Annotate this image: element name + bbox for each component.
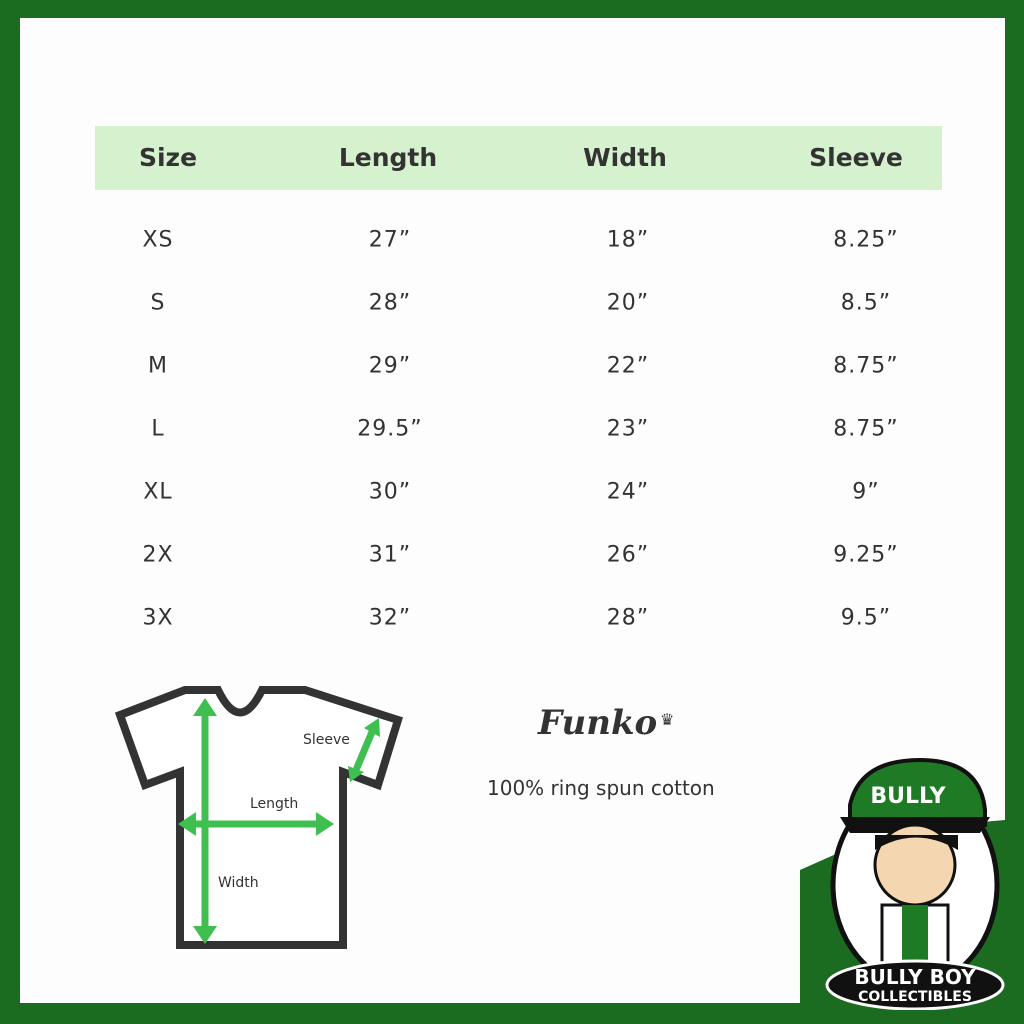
cell-sleeve: 9” — [852, 479, 880, 505]
crown-icon: ♛ — [660, 710, 675, 729]
cell-width: 18” — [606, 227, 650, 253]
cell-sleeve: 9.5” — [840, 605, 892, 631]
cell-size: 2X — [142, 542, 174, 568]
sleeve-label: Sleeve — [303, 732, 350, 748]
svg-text:BULLY BOY: BULLY BOY — [854, 965, 976, 989]
bully-boy-logo: BULLY BULLY BOY COLLECTIBLES — [825, 757, 1005, 1010]
cell-width: 24” — [606, 479, 650, 505]
cell-size: L — [151, 416, 165, 442]
header-sleeve: Sleeve — [809, 143, 903, 172]
cell-size: 3X — [142, 605, 174, 631]
cell-sleeve: 8.25” — [833, 227, 899, 253]
cell-width: 28” — [606, 605, 650, 631]
svg-text:COLLECTIBLES: COLLECTIBLES — [858, 989, 972, 1005]
cell-size: XS — [142, 227, 174, 253]
cell-length: 29” — [368, 353, 412, 379]
length-label: Length — [250, 796, 298, 812]
width-label: Width — [218, 875, 259, 891]
tshirt-diagram: Sleeve Length Width — [114, 686, 403, 949]
cell-size: XL — [143, 479, 173, 505]
table-header — [95, 126, 942, 190]
cell-size: M — [148, 353, 168, 379]
cell-sleeve: 8.75” — [833, 353, 899, 379]
cell-length: 32” — [368, 605, 412, 631]
cell-sleeve: 8.5” — [840, 290, 892, 316]
cell-sleeve: 8.75” — [833, 416, 899, 442]
header-size: Size — [138, 143, 198, 172]
cell-sleeve: 9.25” — [833, 542, 899, 568]
cell-size: S — [150, 290, 166, 316]
cell-width: 20” — [606, 290, 650, 316]
header-length: Length — [338, 143, 438, 172]
cell-width: 23” — [606, 416, 650, 442]
svg-text:BULLY: BULLY — [870, 784, 946, 809]
funko-logo: Funko — [538, 703, 658, 743]
cell-length: 29.5” — [357, 416, 423, 442]
cell-length: 28” — [368, 290, 412, 316]
cell-width: 26” — [606, 542, 650, 568]
measurement-arrows — [178, 698, 380, 944]
cell-length: 27” — [368, 227, 412, 253]
cell-length: 31” — [368, 542, 412, 568]
cell-length: 30” — [368, 479, 412, 505]
header-width: Width — [583, 143, 667, 172]
material-text: 100% ring spun cotton — [487, 776, 715, 800]
cell-width: 22” — [606, 353, 650, 379]
